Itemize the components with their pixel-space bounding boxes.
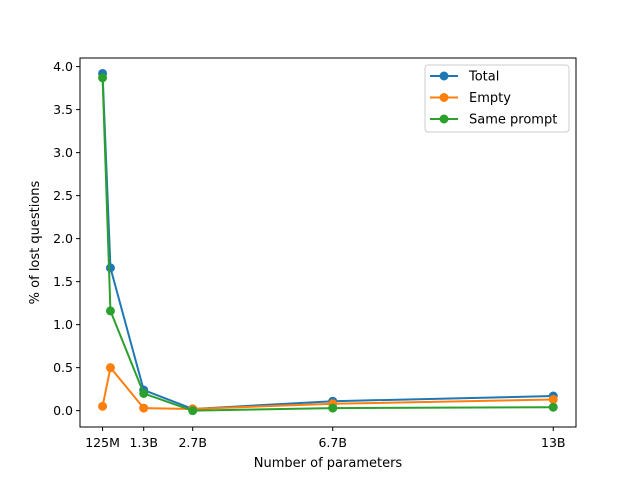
data-point-same-prompt bbox=[139, 388, 149, 398]
y-tick-label: 2.0 bbox=[53, 231, 73, 246]
series-line-total bbox=[101, 73, 554, 410]
x-axis-label: Number of parameters bbox=[254, 456, 403, 471]
x-tick-label: 6.7B bbox=[318, 435, 346, 450]
y-ticks: 0.0 0.5 1.0 1.5 2.0 2.5 3.0 3.5 4.0 bbox=[53, 59, 80, 418]
legend-label-same-prompt: Same prompt bbox=[469, 113, 557, 128]
series-line-same-prompt bbox=[101, 77, 554, 412]
data-point-same-prompt bbox=[98, 73, 108, 83]
data-point-same-prompt bbox=[105, 306, 115, 316]
y-tick-label: 3.5 bbox=[53, 102, 73, 117]
plot-frame bbox=[79, 57, 577, 428]
x-tick-label: 125M bbox=[85, 435, 120, 450]
legend-label-total: Total bbox=[468, 70, 499, 85]
axes-layer bbox=[79, 57, 577, 428]
data-point-same-prompt bbox=[548, 402, 558, 412]
legend-box bbox=[424, 64, 570, 133]
x-tick-label: 1.3B bbox=[129, 435, 157, 450]
legend-marker-total bbox=[439, 71, 449, 81]
y-tick-label: 4.0 bbox=[53, 59, 73, 74]
data-point-total bbox=[105, 263, 115, 273]
y-tick-label: 1.5 bbox=[53, 274, 73, 289]
y-axis-label: % of lost questions bbox=[28, 180, 43, 304]
data-point-empty bbox=[139, 403, 149, 413]
x-tick-label: 13B bbox=[541, 435, 565, 450]
data-point-empty bbox=[548, 394, 558, 404]
legend: Total Empty Same prompt bbox=[424, 64, 570, 133]
x-ticks: 125M 1.3B 2.7B 6.7B 13B bbox=[85, 427, 565, 450]
y-tick-label: 3.0 bbox=[53, 145, 73, 160]
series-line-empty bbox=[101, 366, 554, 410]
data-point-same-prompt bbox=[328, 403, 338, 413]
series-layer bbox=[98, 68, 558, 416]
legend-marker-same-prompt bbox=[439, 114, 449, 124]
legend-label-empty: Empty bbox=[469, 91, 511, 106]
data-point-same-prompt bbox=[188, 406, 198, 416]
data-point-empty bbox=[98, 401, 108, 411]
x-tick-label: 2.7B bbox=[178, 435, 206, 450]
y-tick-label: 1.0 bbox=[53, 317, 73, 332]
legend-marker-empty bbox=[439, 93, 449, 102]
y-tick-label: 2.5 bbox=[53, 188, 73, 203]
y-tick-label: 0.0 bbox=[53, 403, 73, 418]
data-point-empty bbox=[105, 363, 115, 373]
y-tick-label: 0.5 bbox=[53, 360, 73, 375]
